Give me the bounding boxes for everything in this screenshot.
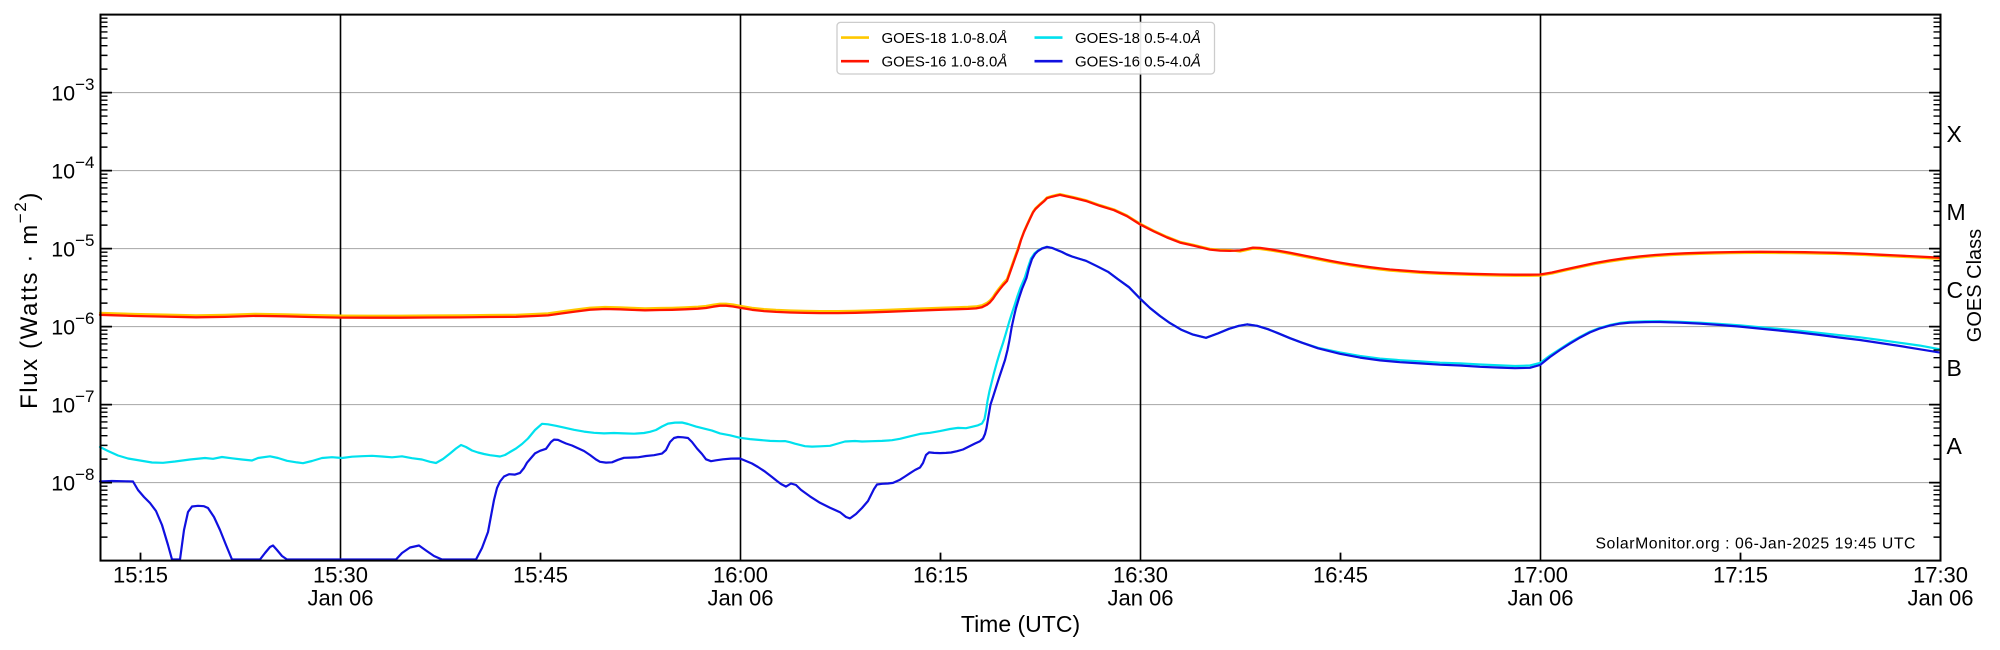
svg-text:GOES-18 0.5-4.0Å: GOES-18 0.5-4.0Å bbox=[1075, 30, 1201, 47]
svg-text:Jan 06: Jan 06 bbox=[707, 586, 773, 611]
svg-text:16:45: 16:45 bbox=[1313, 563, 1368, 588]
svg-text:Flux (Watts · m−2): Flux (Watts · m−2) bbox=[11, 191, 43, 409]
svg-text:GOES-18 1.0-8.0Å: GOES-18 1.0-8.0Å bbox=[882, 30, 1008, 47]
svg-text:GOES Class: GOES Class bbox=[1964, 229, 1986, 342]
svg-text:17:15: 17:15 bbox=[1713, 563, 1768, 588]
svg-text:SolarMonitor.org : 06-Jan-2025: SolarMonitor.org : 06-Jan-2025 19:45 UTC bbox=[1595, 536, 1916, 553]
svg-text:M: M bbox=[1947, 199, 1966, 225]
svg-text:GOES-16 1.0-8.0Å: GOES-16 1.0-8.0Å bbox=[882, 54, 1008, 71]
svg-text:C: C bbox=[1947, 277, 1964, 303]
svg-text:Jan 06: Jan 06 bbox=[1907, 586, 1973, 611]
svg-text:GOES-16 0.5-4.0Å: GOES-16 0.5-4.0Å bbox=[1075, 54, 1201, 71]
svg-text:17:30: 17:30 bbox=[1913, 563, 1968, 588]
svg-text:B: B bbox=[1947, 355, 1962, 381]
svg-text:Jan 06: Jan 06 bbox=[1507, 586, 1573, 611]
svg-text:15:30: 15:30 bbox=[313, 563, 368, 588]
svg-text:X: X bbox=[1947, 121, 1962, 147]
svg-text:Jan 06: Jan 06 bbox=[307, 586, 373, 611]
svg-text:15:45: 15:45 bbox=[513, 563, 568, 588]
svg-text:Time (UTC): Time (UTC) bbox=[961, 611, 1080, 637]
svg-text:16:30: 16:30 bbox=[1113, 563, 1168, 588]
svg-text:Jan 06: Jan 06 bbox=[1107, 586, 1173, 611]
svg-text:17:00: 17:00 bbox=[1513, 563, 1568, 588]
svg-text:A: A bbox=[1947, 433, 1963, 459]
svg-text:16:00: 16:00 bbox=[713, 563, 768, 588]
svg-text:16:15: 16:15 bbox=[913, 563, 968, 588]
svg-text:15:15: 15:15 bbox=[113, 563, 168, 588]
